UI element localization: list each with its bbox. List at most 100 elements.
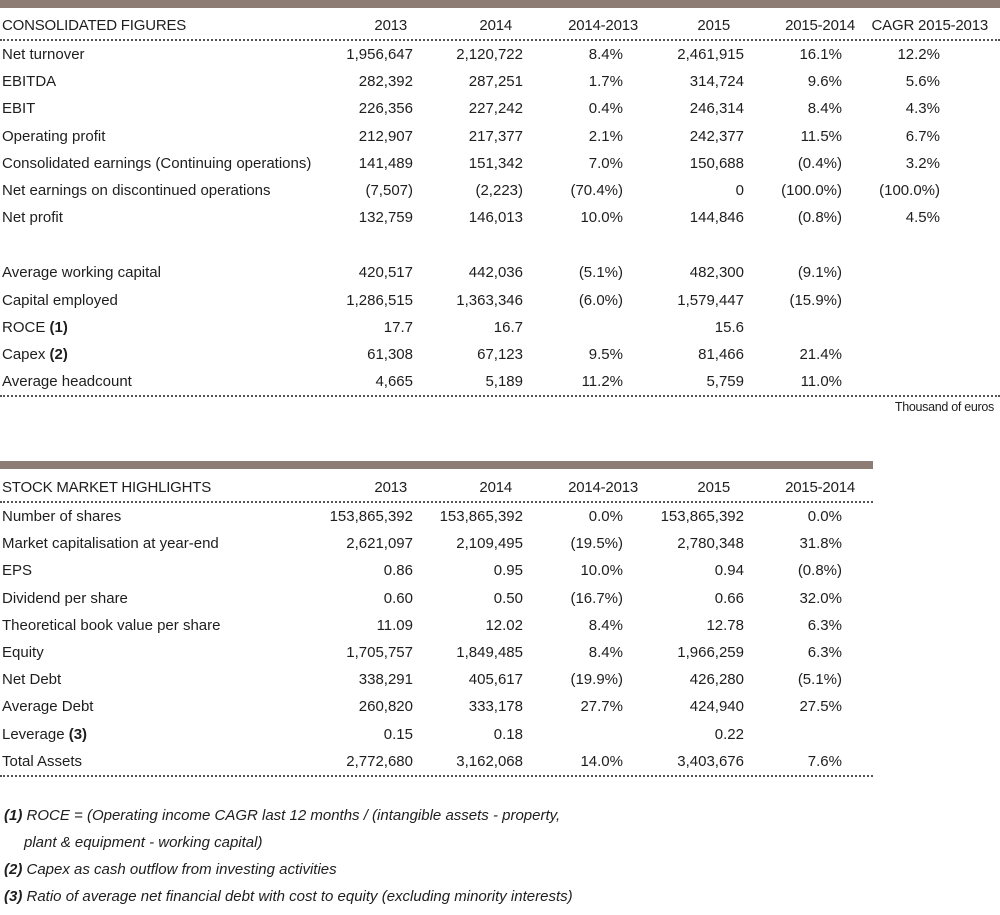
value-cell: 2,772,680 [346,752,413,770]
table-row: Net turnover 1,956,647 2,120,722 8.4% 2,461,… [0,41,1000,68]
dotted-rule [0,39,1000,41]
value-cell: 1,705,757 [346,643,413,661]
table-row: EBITDA 282,392 287,251 1.7% 314,724 9.6% 5.6% [0,68,1000,95]
value-cell: 4,665 [375,373,413,391]
value-cell: 8.4% [588,643,623,661]
table-row: EBIT 226,356 227,242 0.4% 246,314 8.4% 4.3% [0,95,1000,122]
row-label-text: Leverage [2,725,69,743]
value-cell: 132,759 [358,209,413,227]
value-cell: (9.1%) [797,264,842,282]
value-cell: 7.6% [807,752,842,770]
value-cell: 1,363,346 [456,291,523,309]
value-cell: (100.0%) [879,181,940,199]
row-label-text: Net Debt [2,671,62,689]
value-cell: 333,178 [468,698,523,716]
footnote-text: Ratio of average net financial debt with… [22,888,573,905]
table-row: Capital employed 1,286,515 1,363,346 (6.0%)… [0,287,1000,314]
footnote: (2) Capex as cash outflow from investing… [2,856,1000,883]
row-label-text: ROCE [2,318,50,336]
footnote-mark: (1) [4,807,23,824]
value-cell: (19.9%) [570,671,623,689]
value-cell: 27.7% [580,698,623,716]
value-cell: (5.1%) [578,264,623,282]
value-cell: 2,621,097 [346,535,413,553]
column-header: 2014-2013 [568,17,638,34]
column-header: 2013 [374,479,407,496]
value-cell: 12.02 [485,616,523,634]
value-cell: 9.6% [807,73,842,91]
value-cell: 2,109,495 [456,535,523,553]
row-label-text: Average working capital [2,264,161,282]
row-label: Market capitalisation at year-end [2,530,219,557]
row-label-text: Net earnings on discontinued operations [2,181,271,199]
value-cell: 0 [735,181,744,199]
value-cell: 61,308 [367,345,413,363]
value-cell: 226,356 [358,100,413,118]
value-cell: 0.0% [588,508,623,525]
value-cell: 260,820 [358,698,413,716]
value-cell: 3,403,676 [677,752,744,770]
row-label: Average working capital [2,259,161,286]
table-row: Average headcount 4,665 5,189 11.2% 5,759 11.… [0,368,1000,395]
value-cell: 0.0% [807,508,842,525]
row-label: Net profit [2,204,63,231]
value-cell: 242,377 [689,127,744,145]
value-cell: 5,189 [485,373,523,391]
column-header: 2015 [697,17,730,34]
row-label: EPS [2,557,32,584]
value-cell: 16.1% [799,46,842,63]
value-cell: 1.7% [588,73,623,91]
value-cell: 11.09 [376,616,413,634]
value-cell: 0.94 [714,562,744,580]
value-cell: 2,120,722 [456,46,523,63]
row-label: Consolidated earnings (Continuing operat… [2,150,311,177]
value-cell: 0.4% [588,100,623,118]
value-cell: 141,489 [358,154,413,172]
column-header: 2015-2014 [785,479,855,496]
footnote-ref: (3) [68,725,88,743]
value-cell: 4.5% [905,209,940,227]
column-header: 2014 [479,479,512,496]
value-cell: 0.86 [383,562,413,580]
value-cell: 1,956,647 [346,46,413,63]
footnote-mark: (3) [4,888,23,905]
value-cell: (70.4%) [570,181,623,199]
value-cell: 67,123 [477,345,523,363]
row-label: EBIT [2,95,35,122]
table-row: Net earnings on discontinued operations (… [0,177,1000,204]
table-row: Consolidated earnings (Continuing operat… [0,150,1000,177]
row-label: Equity [2,639,44,666]
value-cell: 0.60 [383,589,413,607]
value-cell: 17.7 [383,318,413,336]
table-row: Dividend per share 0.60 0.50 (16.7%) 0.66 32.… [0,585,873,612]
value-cell: 21.4% [799,345,842,363]
row-label: Theoretical book value per share [2,612,220,639]
row-label-text: Capital employed [2,291,118,309]
footnote-ref: (2) [49,345,68,363]
row-label: Dividend per share [2,585,128,612]
table-row: Net Debt 338,291 405,617 (19.9%) 426,280 (5.1… [0,666,873,693]
value-cell: 15.6 [714,318,744,336]
column-header: 2014 [479,17,512,34]
table-row: Operating profit 212,907 217,377 2.1% 242,37… [0,123,1000,150]
row-label-text: Net profit [2,209,63,227]
footnotes: (1) ROCE = (Operating income CAGR last 1… [0,802,1000,910]
section-title: CONSOLIDATED FIGURES [2,17,187,34]
row-label-text: Theoretical book value per share [2,616,221,634]
value-cell: 4.3% [905,100,940,118]
table-row: EPS 0.86 0.95 10.0% 0.94 (0.8%) [0,557,873,584]
value-cell: 246,314 [689,100,744,118]
consolidated-top-bar [0,0,1000,8]
consolidated-figures-table: CONSOLIDATED FIGURES 2013 2014 2014-2013 201… [0,13,1000,398]
table-row: Net profit 132,759 146,013 10.0% 144,846 (0.8… [0,204,1000,231]
table-row: Equity 1,705,757 1,849,485 8.4% 1,966,259 6.3… [0,639,873,666]
value-cell: 1,286,515 [346,291,413,309]
stock-market-table: STOCK MARKET HIGHLIGHTS 2013 2014 2014-2013… [0,475,873,777]
row-label: ROCE (1) [2,314,68,341]
column-header: 2015-2014 [785,17,855,34]
row-label-text: Average headcount [2,373,132,391]
dotted-rule [0,395,1000,398]
value-cell: 153,865,392 [439,508,523,525]
value-cell: 146,013 [468,209,523,227]
value-cell: 442,036 [468,264,523,282]
